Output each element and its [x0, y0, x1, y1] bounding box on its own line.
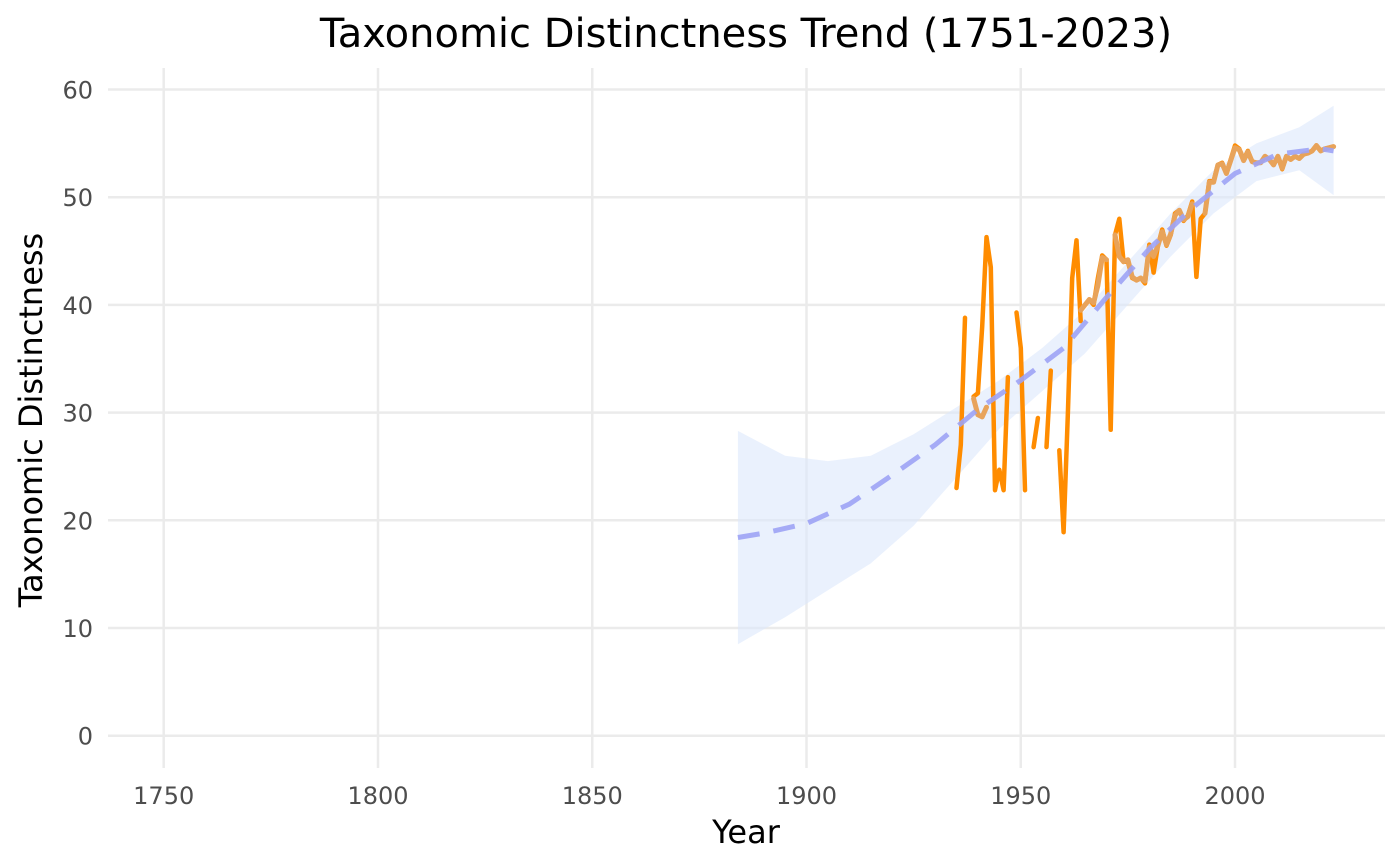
y-tick-label: 20: [62, 507, 93, 535]
observed-series-line: [1014, 310, 1028, 493]
y-tick-label: 50: [62, 184, 93, 212]
confidence-ribbon-layer: [737, 105, 1334, 645]
y-tick-label: 30: [62, 400, 93, 428]
smoothed-series-line: [1112, 201, 1195, 284]
x-axis-title: Year: [711, 813, 781, 851]
observed-series-line: [1044, 368, 1054, 450]
x-tick-label: 1850: [562, 782, 623, 810]
tick-labels: 1750 1800 1850 1900 1950 2000 0 10 20 30 40 50 60: [62, 77, 1265, 810]
trend-line: [737, 146, 1335, 540]
observed-series-line: [1057, 238, 1083, 535]
x-tick-label: 1950: [990, 782, 1051, 810]
observed-series-line: [1031, 415, 1041, 450]
y-tick-label: 10: [62, 615, 93, 643]
grid-layer: [108, 68, 1385, 768]
y-tick-label: 40: [62, 292, 93, 320]
confidence-ribbon: [737, 105, 1334, 645]
x-tick-label: 1750: [133, 782, 194, 810]
observed-series-line: [954, 315, 968, 491]
observed-series-line: [971, 234, 1011, 493]
y-tick-label: 60: [62, 77, 93, 105]
x-tick-label: 1800: [347, 782, 408, 810]
y-axis-title: Taxonomic Distinctness: [12, 233, 50, 608]
smoothed-series-line: [971, 396, 989, 420]
trend-layer: [737, 146, 1335, 540]
chart-title: Taxonomic Distinctness Trend (1751-2023): [319, 11, 1172, 57]
smoothed-series-line: [1078, 255, 1109, 313]
series-layer: [954, 143, 1337, 535]
y-tick-label: 0: [78, 723, 93, 751]
x-tick-label: 1900: [776, 782, 837, 810]
x-tick-label: 2000: [1204, 782, 1265, 810]
